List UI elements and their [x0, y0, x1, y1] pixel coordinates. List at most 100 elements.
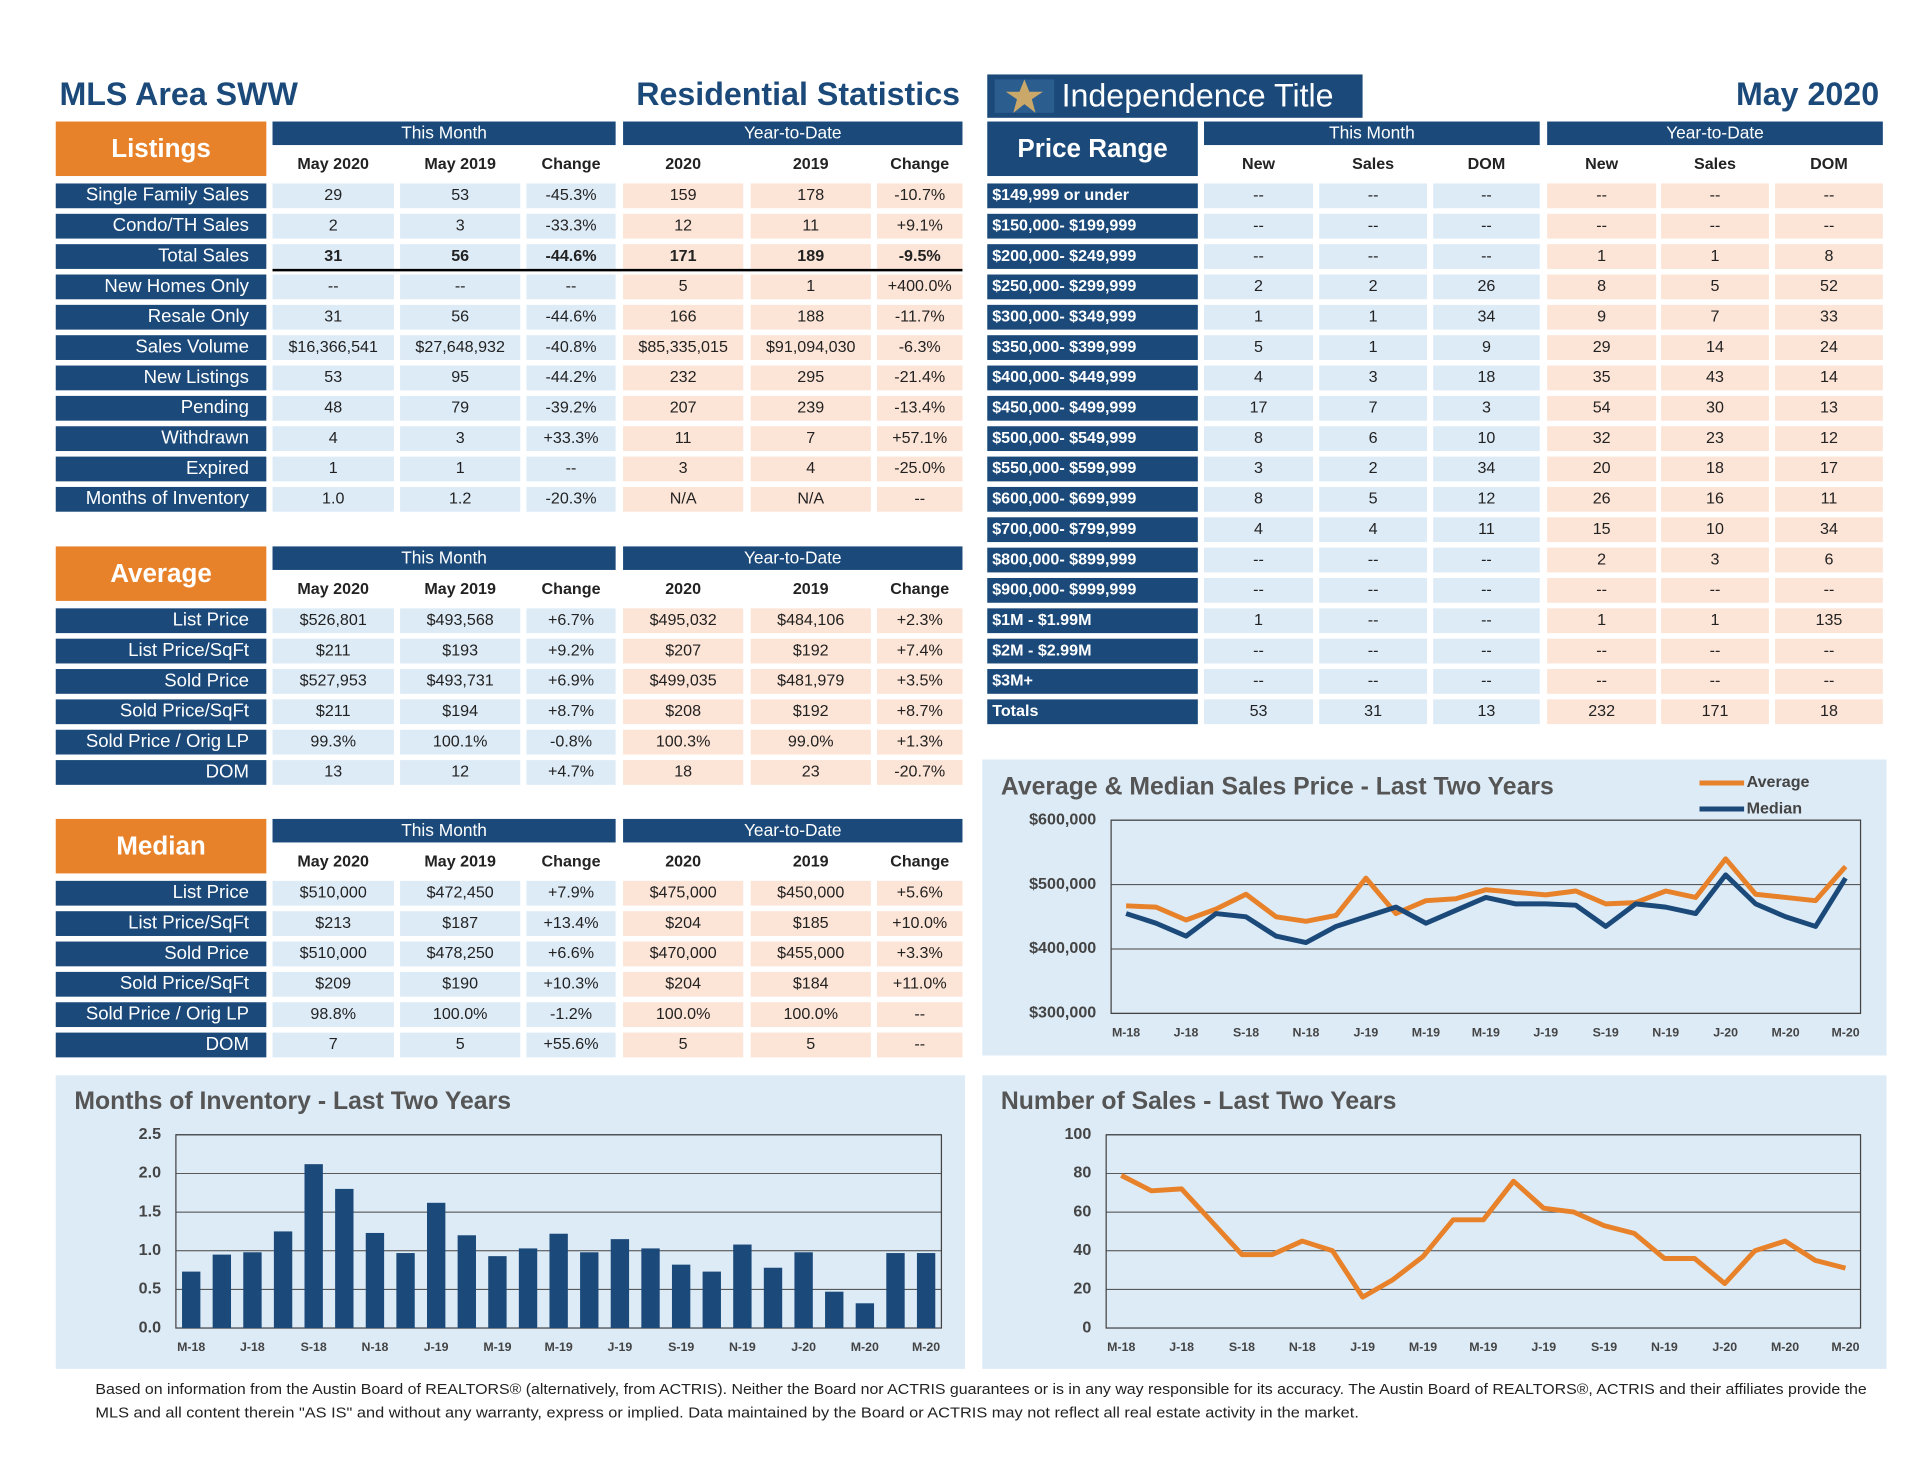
- cell-box: [1775, 456, 1883, 482]
- group-header-box: [623, 818, 963, 843]
- cell: 1: [1597, 247, 1606, 265]
- row-label-box: [55, 1002, 267, 1028]
- cell-box: [750, 608, 871, 634]
- cell-box: [750, 1032, 871, 1058]
- legend-label: Average: [1747, 773, 1810, 791]
- cell: +4.7%: [548, 763, 594, 781]
- cell: 18: [674, 763, 692, 781]
- cell-box: [272, 608, 394, 634]
- cell-box: [400, 213, 521, 239]
- cell-box: [1547, 335, 1657, 360]
- row-label-box: [987, 669, 1198, 694]
- cell: $192: [793, 702, 829, 720]
- cell: --: [1368, 550, 1379, 568]
- cell-box: [272, 941, 394, 967]
- column-header: DOM: [1810, 155, 1848, 173]
- row-label-box: [987, 608, 1198, 634]
- row-label-box: [55, 760, 267, 785]
- cell: +6.9%: [548, 672, 594, 690]
- x-tick-label: S-19: [1591, 1340, 1617, 1354]
- chart-title: Months of Inventory - Last Two Years: [74, 1088, 511, 1115]
- cell: --: [1481, 247, 1492, 265]
- cell: 100.1%: [433, 732, 488, 750]
- cell-box: [1547, 183, 1657, 209]
- cell: +2.3%: [897, 611, 943, 629]
- cell: --: [1824, 581, 1835, 599]
- cell: +57.1%: [892, 429, 947, 447]
- cell-box: [1204, 577, 1314, 603]
- cell-box: [526, 638, 616, 664]
- bar: [763, 1267, 783, 1329]
- cell: 1: [1369, 307, 1378, 325]
- cell-box: [1775, 395, 1883, 421]
- row-label-box: [55, 335, 267, 360]
- row-label-box: [987, 183, 1198, 209]
- cell-box: [877, 608, 963, 634]
- row-label: $350,000- $399,999: [992, 338, 1136, 356]
- cell-box: [1433, 274, 1540, 300]
- cell-box: [272, 729, 394, 755]
- cell: 10: [1477, 429, 1495, 447]
- y-tick-label: $500,000: [1029, 875, 1096, 893]
- cell-box: [1661, 213, 1769, 239]
- row-label: $2M - $2.99M: [992, 641, 1091, 659]
- column-header: May 2019: [424, 853, 496, 871]
- cell-box: [1547, 213, 1657, 239]
- cell: $450,000: [777, 883, 844, 901]
- cell-box: [750, 426, 871, 452]
- cell: --: [1368, 611, 1379, 629]
- cell-box: [272, 304, 394, 330]
- cell-box: [750, 304, 871, 330]
- row-label-box: [55, 911, 267, 936]
- cell: +3.5%: [897, 672, 943, 690]
- cell: $204: [665, 975, 701, 993]
- row-label: Sold Price: [164, 669, 249, 690]
- cell-box: [526, 941, 616, 967]
- bar: [733, 1244, 752, 1329]
- cell-box: [1204, 213, 1314, 239]
- cell-box: [623, 335, 744, 360]
- cell-box: [1433, 395, 1540, 421]
- cell-box: [1204, 365, 1314, 391]
- row-label: Sold Price/SqFt: [120, 972, 250, 993]
- area-title: MLS Area SWW: [59, 76, 298, 112]
- y-tick-label: 0.5: [139, 1280, 161, 1298]
- cell-box: [526, 760, 616, 785]
- cell-box: [750, 911, 871, 936]
- group-header: This Month: [1329, 122, 1415, 142]
- table-title-box: [55, 121, 267, 177]
- cell-box: [877, 486, 963, 512]
- cell: $213: [315, 914, 351, 932]
- cell: 100.0%: [783, 1005, 838, 1023]
- bar: [243, 1252, 262, 1329]
- y-tick-label: 2.0: [139, 1164, 161, 1182]
- cell-box: [1319, 456, 1427, 482]
- cell: 2: [1369, 459, 1378, 477]
- cell: 2: [1597, 550, 1606, 568]
- cell-box: [623, 183, 744, 209]
- cell: 8: [1824, 247, 1833, 265]
- cell-box: [400, 274, 521, 300]
- cell-box: [1775, 365, 1883, 391]
- cell: 232: [1588, 702, 1615, 720]
- cell-box: [877, 1032, 963, 1058]
- cell-box: [1547, 274, 1657, 300]
- cell-box: [750, 335, 871, 360]
- x-tick-label: N-18: [1289, 1340, 1316, 1354]
- row-label: Pending: [181, 396, 249, 417]
- row-label: $150,000- $199,999: [992, 216, 1136, 234]
- cell-box: [750, 456, 871, 482]
- cell: 15: [1593, 520, 1611, 538]
- column-header: New: [1242, 155, 1276, 173]
- cell: 12: [674, 216, 692, 234]
- row-label-box: [987, 486, 1198, 512]
- cell: 12: [1477, 490, 1495, 508]
- cell-box: [1775, 486, 1883, 512]
- x-tick-label: S-19: [1593, 1025, 1619, 1039]
- bar: [426, 1202, 446, 1329]
- cell: --: [1710, 581, 1721, 599]
- cell: 29: [324, 186, 342, 204]
- cell-box: [400, 1002, 521, 1028]
- cell-box: [877, 395, 963, 421]
- bar: [886, 1253, 905, 1329]
